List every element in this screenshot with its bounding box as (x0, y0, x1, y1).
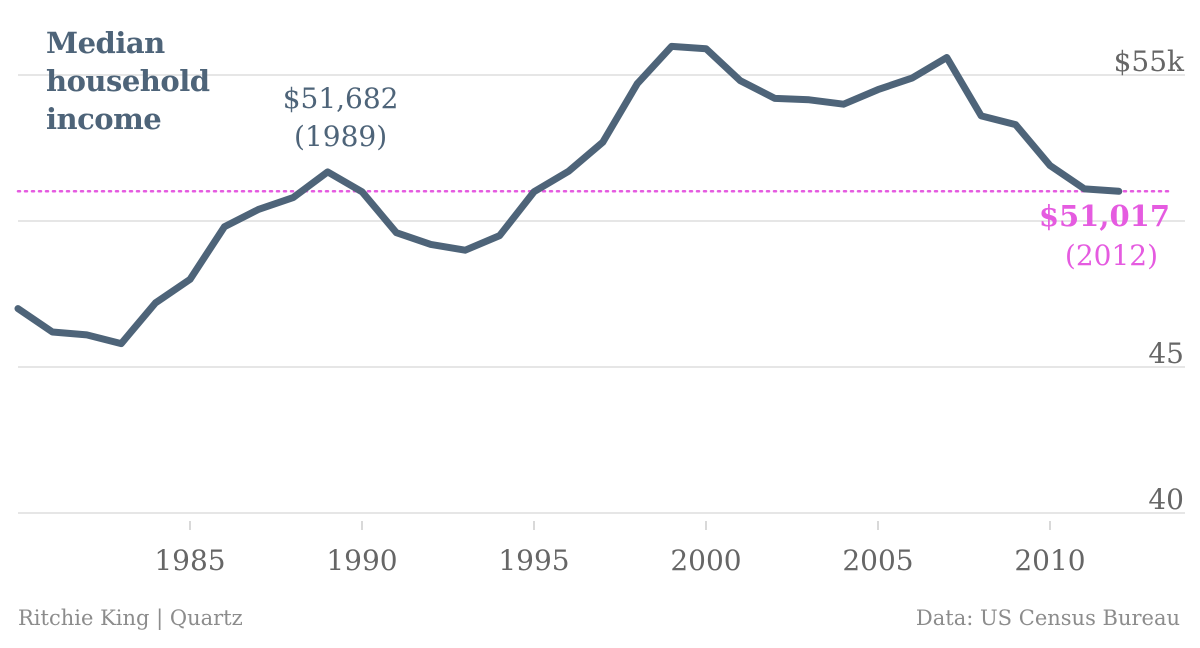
latest-value-label: $51,017 (1039, 199, 1170, 233)
y-tick-label: 45 (1148, 337, 1184, 370)
x-tick-label: 2005 (842, 544, 913, 577)
x-tick-label: 1985 (154, 544, 225, 577)
peak-value-label: $51,682 (283, 82, 399, 115)
series-line (14, 42, 1123, 348)
y-tick-labels: 40 45 $55k (1114, 45, 1185, 516)
chart-title: Median household income (46, 26, 210, 136)
x-tick-label: 1995 (498, 544, 569, 577)
y-tick-label: 40 (1148, 483, 1184, 516)
credit-text: Ritchie King | Quartz (18, 606, 243, 630)
x-tick-label: 2010 (1014, 544, 1085, 577)
grid-lines (18, 74, 1185, 514)
series-group (14, 42, 1123, 348)
source-text: Data: US Census Bureau (915, 606, 1180, 630)
x-tick-label: 1990 (326, 544, 397, 577)
x-tick-label: 2000 (670, 544, 741, 577)
x-tick-labels: 1985 1990 1995 2000 2005 2010 (154, 521, 1086, 577)
peak-year-label: (1989) (294, 120, 387, 153)
annotations: $51,682 (1989) $51,017 (2012) (283, 82, 1170, 272)
y-tick-label: $55k (1114, 45, 1185, 78)
latest-year-label: (2012) (1065, 239, 1158, 272)
